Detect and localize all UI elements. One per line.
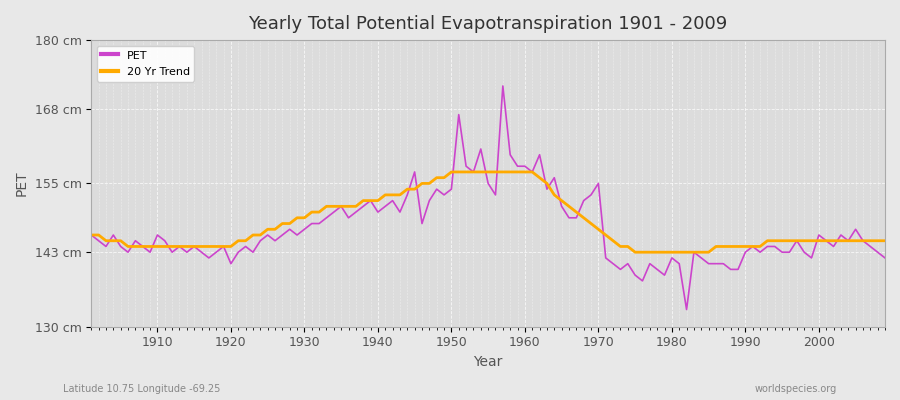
Line: PET: PET [91, 86, 885, 310]
20 Yr Trend [526, 170, 537, 174]
20 Yr Trend [615, 244, 626, 249]
PET [526, 170, 537, 174]
20 Yr Trend [630, 250, 641, 255]
20 Yr Trend [350, 204, 361, 209]
Text: worldspecies.org: worldspecies.org [755, 384, 837, 394]
Line: 20 Yr Trend: 20 Yr Trend [91, 172, 885, 252]
20 Yr Trend [879, 238, 890, 243]
PET [498, 84, 508, 88]
Legend: PET, 20 Yr Trend: PET, 20 Yr Trend [97, 46, 194, 82]
PET [615, 267, 626, 272]
Y-axis label: PET: PET [15, 171, 29, 196]
Text: Latitude 10.75 Longitude -69.25: Latitude 10.75 Longitude -69.25 [63, 384, 220, 394]
PET [681, 307, 692, 312]
20 Yr Trend [306, 210, 317, 214]
20 Yr Trend [519, 170, 530, 174]
20 Yr Trend [86, 233, 96, 238]
PET [350, 210, 361, 214]
20 Yr Trend [145, 244, 156, 249]
20 Yr Trend [446, 170, 457, 174]
PET [86, 233, 96, 238]
Title: Yearly Total Potential Evapotranspiration 1901 - 2009: Yearly Total Potential Evapotranspiratio… [248, 15, 728, 33]
X-axis label: Year: Year [473, 355, 503, 369]
PET [879, 256, 890, 260]
PET [306, 221, 317, 226]
PET [519, 164, 530, 169]
PET [145, 250, 156, 255]
